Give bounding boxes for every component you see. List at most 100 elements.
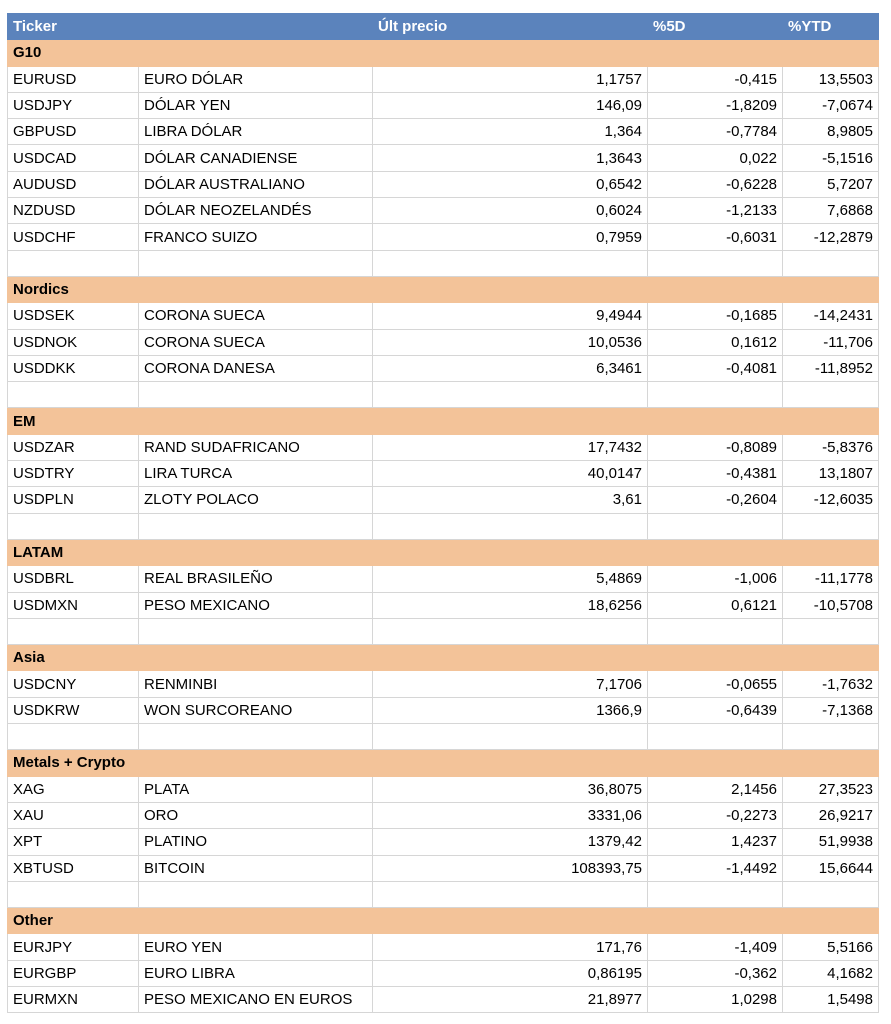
- cell-ytd-usdpln[interactable]: -12,6035: [782, 486, 879, 514]
- cell-ticker-usdkrw[interactable]: USDKRW: [7, 696, 139, 725]
- cell-d5-xbtusd[interactable]: -1,4492: [647, 854, 783, 882]
- cell-ytd-usdtry[interactable]: 13,1807: [782, 460, 879, 488]
- cell-d5-xau[interactable]: -0,2273: [647, 801, 783, 830]
- blank-cell[interactable]: [647, 617, 783, 646]
- column-header-last-price[interactable]: Últ precio: [372, 12, 648, 41]
- blank-cell[interactable]: [647, 723, 783, 751]
- cell-ticker-nzdusd[interactable]: NZDUSD: [7, 197, 139, 225]
- cell-ytd-usdzar[interactable]: -5,8376: [782, 433, 879, 462]
- cell-name-eurjpy[interactable]: EURO YEN: [138, 933, 373, 961]
- blank-cell[interactable]: [372, 381, 648, 409]
- cell-ticker-xpt[interactable]: XPT: [7, 828, 139, 856]
- cell-ytd-usdbrl[interactable]: -11,1778: [782, 565, 879, 593]
- cell-last-usdmxn[interactable]: 18,6256: [372, 591, 648, 619]
- blank-cell[interactable]: [372, 512, 648, 540]
- cell-name-nzdusd[interactable]: DÓLAR NEOZELANDÉS: [138, 197, 373, 225]
- cell-ytd-xbtusd[interactable]: 15,6644: [782, 854, 879, 882]
- cell-ytd-xag[interactable]: 27,3523: [782, 775, 879, 803]
- cell-ticker-usdjpy[interactable]: USDJPY: [7, 91, 139, 120]
- cell-name-eurusd[interactable]: EURO DÓLAR: [138, 65, 373, 93]
- cell-last-eurmxn[interactable]: 21,8977: [372, 985, 648, 1014]
- cell-ytd-usdcny[interactable]: -1,7632: [782, 670, 879, 698]
- section-label-latam[interactable]: LATAM: [7, 538, 879, 567]
- blank-cell[interactable]: [7, 249, 139, 277]
- cell-ytd-usdkrw[interactable]: -7,1368: [782, 696, 879, 725]
- cell-ytd-audusd[interactable]: 5,7207: [782, 170, 879, 199]
- cell-d5-usdkrw[interactable]: -0,6439: [647, 696, 783, 725]
- cell-last-xag[interactable]: 36,8075: [372, 775, 648, 803]
- cell-ytd-usdmxn[interactable]: -10,5708: [782, 591, 879, 619]
- cell-d5-usdchf[interactable]: -0,6031: [647, 223, 783, 251]
- section-label-asia[interactable]: Asia: [7, 644, 879, 672]
- cell-ticker-xbtusd[interactable]: XBTUSD: [7, 854, 139, 882]
- blank-cell[interactable]: [372, 617, 648, 646]
- column-header-ticker[interactable]: Ticker: [7, 12, 139, 41]
- cell-last-usdcad[interactable]: 1,3643: [372, 144, 648, 172]
- cell-ticker-eurmxn[interactable]: EURMXN: [7, 985, 139, 1014]
- cell-last-audusd[interactable]: 0,6542: [372, 170, 648, 199]
- cell-ytd-usddkk[interactable]: -11,8952: [782, 354, 879, 383]
- blank-cell[interactable]: [782, 723, 879, 751]
- cell-last-usddkk[interactable]: 6,3461: [372, 354, 648, 383]
- cell-name-usdchf[interactable]: FRANCO SUIZO: [138, 223, 373, 251]
- cell-d5-usdpln[interactable]: -0,2604: [647, 486, 783, 514]
- blank-cell[interactable]: [138, 617, 373, 646]
- cell-ytd-xau[interactable]: 26,9217: [782, 801, 879, 830]
- cell-last-usdsek[interactable]: 9,4944: [372, 302, 648, 330]
- cell-ticker-usdtry[interactable]: USDTRY: [7, 460, 139, 488]
- cell-ytd-usdnok[interactable]: -11,706: [782, 328, 879, 356]
- cell-last-nzdusd[interactable]: 0,6024: [372, 197, 648, 225]
- cell-last-gbpusd[interactable]: 1,364: [372, 118, 648, 146]
- cell-name-usdcny[interactable]: RENMINBI: [138, 670, 373, 698]
- cell-ticker-audusd[interactable]: AUDUSD: [7, 170, 139, 199]
- cell-ticker-xag[interactable]: XAG: [7, 775, 139, 803]
- blank-cell[interactable]: [7, 723, 139, 751]
- cell-ytd-eurusd[interactable]: 13,5503: [782, 65, 879, 93]
- cell-ticker-gbpusd[interactable]: GBPUSD: [7, 118, 139, 146]
- cell-name-usdjpy[interactable]: DÓLAR YEN: [138, 91, 373, 120]
- blank-cell[interactable]: [138, 249, 373, 277]
- cell-last-xpt[interactable]: 1379,42: [372, 828, 648, 856]
- cell-name-eurmxn[interactable]: PESO MEXICANO EN EUROS: [138, 985, 373, 1014]
- cell-d5-usdbrl[interactable]: -1,006: [647, 565, 783, 593]
- cell-ticker-eurjpy[interactable]: EURJPY: [7, 933, 139, 961]
- cell-d5-usdsek[interactable]: -0,1685: [647, 302, 783, 330]
- blank-cell[interactable]: [7, 512, 139, 540]
- cell-name-audusd[interactable]: DÓLAR AUSTRALIANO: [138, 170, 373, 199]
- cell-ytd-usdsek[interactable]: -14,2431: [782, 302, 879, 330]
- blank-cell[interactable]: [782, 381, 879, 409]
- blank-cell[interactable]: [782, 880, 879, 909]
- cell-ytd-usdchf[interactable]: -12,2879: [782, 223, 879, 251]
- cell-name-xag[interactable]: PLATA: [138, 775, 373, 803]
- cell-last-usdtry[interactable]: 40,0147: [372, 460, 648, 488]
- cell-d5-xpt[interactable]: 1,4237: [647, 828, 783, 856]
- cell-d5-usdzar[interactable]: -0,8089: [647, 433, 783, 462]
- cell-ytd-eurmxn[interactable]: 1,5498: [782, 985, 879, 1014]
- cell-name-usdzar[interactable]: RAND SUDAFRICANO: [138, 433, 373, 462]
- cell-last-usdjpy[interactable]: 146,09: [372, 91, 648, 120]
- blank-cell[interactable]: [138, 880, 373, 909]
- cell-ticker-usdbrl[interactable]: USDBRL: [7, 565, 139, 593]
- cell-name-eurgbp[interactable]: EURO LIBRA: [138, 959, 373, 987]
- blank-cell[interactable]: [782, 512, 879, 540]
- section-label-em[interactable]: EM: [7, 407, 879, 435]
- blank-cell[interactable]: [647, 249, 783, 277]
- blank-cell[interactable]: [138, 723, 373, 751]
- blank-cell[interactable]: [372, 880, 648, 909]
- cell-name-usddkk[interactable]: CORONA DANESA: [138, 354, 373, 383]
- cell-ticker-usdzar[interactable]: USDZAR: [7, 433, 139, 462]
- cell-last-usdcny[interactable]: 7,1706: [372, 670, 648, 698]
- cell-name-xpt[interactable]: PLATINO: [138, 828, 373, 856]
- cell-last-eurusd[interactable]: 1,1757: [372, 65, 648, 93]
- column-header-name[interactable]: [138, 12, 373, 41]
- cell-d5-gbpusd[interactable]: -0,7784: [647, 118, 783, 146]
- blank-cell[interactable]: [7, 617, 139, 646]
- cell-ticker-usdchf[interactable]: USDCHF: [7, 223, 139, 251]
- blank-cell[interactable]: [647, 381, 783, 409]
- cell-ticker-xau[interactable]: XAU: [7, 801, 139, 830]
- cell-d5-usdjpy[interactable]: -1,8209: [647, 91, 783, 120]
- cell-d5-usdtry[interactable]: -0,4381: [647, 460, 783, 488]
- cell-d5-nzdusd[interactable]: -1,2133: [647, 197, 783, 225]
- cell-d5-eurmxn[interactable]: 1,0298: [647, 985, 783, 1014]
- cell-d5-usdnok[interactable]: 0,1612: [647, 328, 783, 356]
